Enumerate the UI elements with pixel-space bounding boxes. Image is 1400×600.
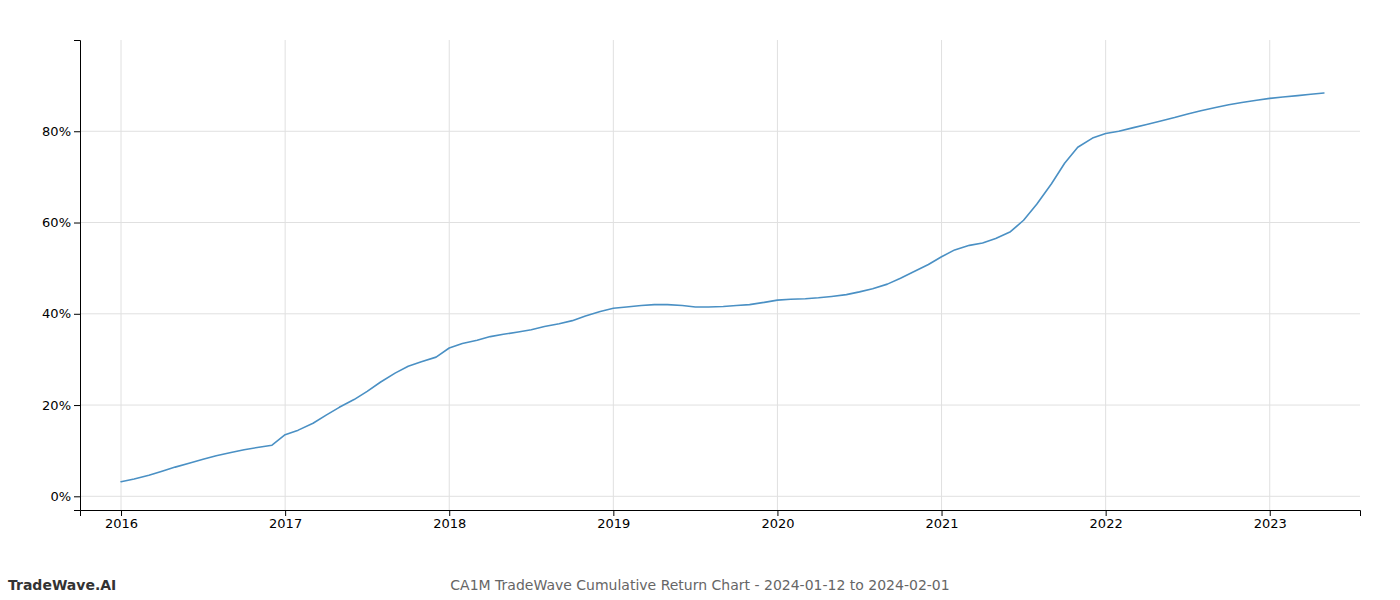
x-axis: 2016 2017 2018 2019 2020 2021 2022 2023 <box>81 510 1361 531</box>
grid-line <box>80 496 1360 497</box>
tick-mark <box>1270 510 1271 516</box>
tick-mark <box>74 131 80 132</box>
tick-label: 2021 <box>925 516 958 531</box>
tick: 2021 <box>925 510 958 531</box>
tick: 80% <box>42 124 80 139</box>
tick-mark <box>74 223 80 224</box>
tick-mark <box>74 405 80 406</box>
y-axis: 0% 20% 40% 60% 80% <box>42 41 80 511</box>
tick-label: 20% <box>42 398 71 413</box>
tick-label: 2019 <box>597 516 630 531</box>
axis-line <box>81 511 1361 517</box>
watermark: TradeWave.AI <box>8 577 116 593</box>
grid-line <box>449 40 450 510</box>
grid-line <box>80 405 1360 406</box>
tick: 2019 <box>597 510 630 531</box>
tick-label: 60% <box>42 215 71 230</box>
grid-line <box>285 40 286 510</box>
tick: 2022 <box>1090 510 1123 531</box>
tick-label: 2023 <box>1254 516 1287 531</box>
grid <box>80 40 1360 510</box>
grid-line <box>1105 40 1106 510</box>
grid-line <box>941 40 942 510</box>
tick-mark <box>942 510 943 516</box>
tick-label: 2016 <box>105 516 138 531</box>
tick: 2018 <box>433 510 466 531</box>
grid-line <box>80 131 1360 132</box>
grid-line <box>613 40 614 510</box>
tick-label: 2022 <box>1090 516 1123 531</box>
tick-label: 2018 <box>433 516 466 531</box>
tick-mark <box>74 314 80 315</box>
grid-line <box>80 222 1360 223</box>
tick-mark <box>74 496 80 497</box>
chart: 2016 2017 2018 2019 2020 2021 2022 2023 0% 20% 40%… <box>0 0 1400 600</box>
tick-mark <box>449 510 450 516</box>
tick-mark <box>285 510 286 516</box>
tick-label: 80% <box>42 124 71 139</box>
tick: 40% <box>42 306 80 321</box>
tick-mark <box>121 510 122 516</box>
line <box>121 93 1324 482</box>
plot-area <box>121 93 1324 482</box>
tick: 60% <box>42 215 80 230</box>
tick: 0% <box>50 489 80 504</box>
tick: 20% <box>42 398 80 413</box>
tick-label: 2020 <box>761 516 794 531</box>
tick: 2017 <box>269 510 302 531</box>
grid-line <box>1269 40 1270 510</box>
tick: 2020 <box>761 510 794 531</box>
tick-label: 40% <box>42 306 71 321</box>
tick: 2016 <box>105 510 138 531</box>
title: CA1M TradeWave Cumulative Return Chart -… <box>450 577 949 593</box>
grid-line <box>80 313 1360 314</box>
tick-mark <box>613 510 614 516</box>
tick: 2023 <box>1254 510 1287 531</box>
tick-mark <box>777 510 778 516</box>
axis-line <box>74 41 81 511</box>
tick-label: 0% <box>50 489 71 504</box>
grid-line <box>777 40 778 510</box>
tick-label: 2017 <box>269 516 302 531</box>
grid-line <box>121 40 122 510</box>
tick-mark <box>1106 510 1107 516</box>
